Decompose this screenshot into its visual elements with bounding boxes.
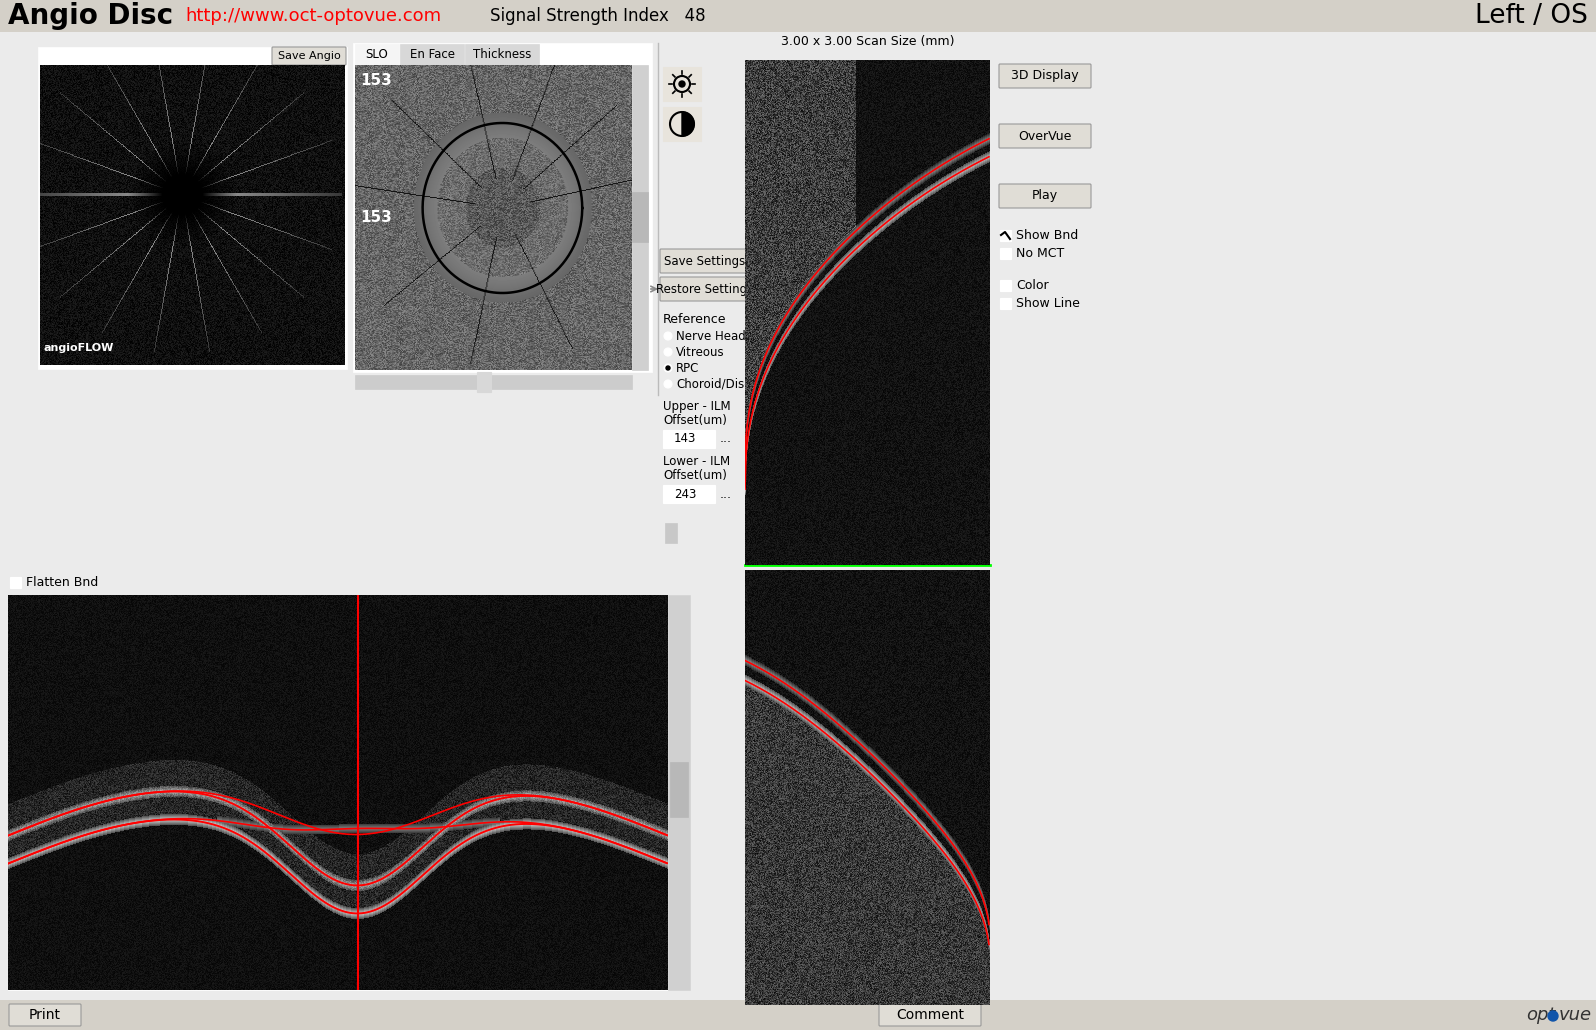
Bar bbox=[666, 523, 677, 543]
Bar bbox=[38, 47, 346, 369]
FancyBboxPatch shape bbox=[661, 249, 750, 273]
Circle shape bbox=[664, 348, 672, 356]
Text: Reference: Reference bbox=[662, 313, 726, 327]
Text: Upper - ILM: Upper - ILM bbox=[662, 400, 731, 413]
Bar bbox=[353, 43, 653, 372]
Bar bbox=[632, 65, 648, 370]
Text: RPC: RPC bbox=[677, 362, 699, 375]
Text: 153: 153 bbox=[361, 73, 393, 88]
Wedge shape bbox=[681, 112, 694, 136]
FancyBboxPatch shape bbox=[999, 124, 1092, 148]
Text: 243: 243 bbox=[674, 487, 696, 501]
Bar bbox=[1001, 248, 1010, 259]
Text: Play: Play bbox=[1033, 190, 1058, 203]
Bar bbox=[8, 595, 689, 990]
Text: Nerve Head: Nerve Head bbox=[677, 330, 745, 343]
Text: ...: ... bbox=[720, 433, 733, 446]
Text: Color: Color bbox=[1017, 279, 1049, 291]
Bar bbox=[662, 513, 697, 633]
Text: Vitreous: Vitreous bbox=[677, 345, 725, 358]
Bar bbox=[662, 67, 701, 101]
Bar bbox=[670, 762, 688, 817]
Text: Angio Disc: Angio Disc bbox=[8, 2, 172, 30]
Text: angioFLOW: angioFLOW bbox=[45, 343, 115, 353]
Bar bbox=[669, 595, 689, 990]
Text: Choroid/Disc: Choroid/Disc bbox=[677, 378, 750, 390]
Text: Left / OS: Left / OS bbox=[1475, 3, 1588, 29]
Bar bbox=[354, 44, 399, 65]
Bar bbox=[1001, 230, 1010, 241]
Bar bbox=[0, 0, 1596, 32]
FancyBboxPatch shape bbox=[879, 1004, 982, 1026]
Bar bbox=[464, 44, 539, 65]
FancyBboxPatch shape bbox=[271, 47, 346, 65]
Text: 3D Display: 3D Display bbox=[1012, 69, 1079, 82]
Bar bbox=[401, 44, 464, 65]
Bar bbox=[354, 375, 632, 389]
Bar bbox=[477, 372, 492, 392]
Text: Lower - ILM: Lower - ILM bbox=[662, 455, 729, 468]
Text: Show Line: Show Line bbox=[1017, 297, 1080, 310]
Text: Flatten Bnd: Flatten Bnd bbox=[26, 577, 99, 589]
Text: Signal Strength Index   48: Signal Strength Index 48 bbox=[490, 7, 705, 25]
Text: ...: ... bbox=[720, 487, 733, 501]
Bar bbox=[632, 192, 648, 242]
Circle shape bbox=[664, 332, 672, 340]
Text: SLO: SLO bbox=[365, 47, 388, 61]
Text: OverVue: OverVue bbox=[1018, 130, 1071, 142]
Circle shape bbox=[664, 364, 672, 372]
FancyBboxPatch shape bbox=[661, 277, 750, 301]
Text: Save Settings: Save Settings bbox=[664, 254, 745, 268]
Circle shape bbox=[664, 380, 672, 388]
Bar bbox=[1001, 298, 1010, 309]
Text: 153: 153 bbox=[361, 210, 393, 226]
Bar bbox=[662, 430, 715, 448]
Bar bbox=[662, 485, 715, 503]
Text: Restore Settings: Restore Settings bbox=[656, 282, 753, 296]
Text: Print: Print bbox=[29, 1008, 61, 1022]
Text: Offset(um): Offset(um) bbox=[662, 414, 726, 427]
Text: http://www.oct-optovue.com: http://www.oct-optovue.com bbox=[185, 7, 440, 25]
Text: 3.00 x 3.00 Scan Size (mm): 3.00 x 3.00 Scan Size (mm) bbox=[780, 35, 954, 48]
Text: Thickness: Thickness bbox=[472, 47, 531, 61]
FancyBboxPatch shape bbox=[10, 1004, 81, 1026]
Bar bbox=[662, 107, 701, 141]
Circle shape bbox=[666, 366, 670, 370]
Bar bbox=[10, 577, 21, 588]
Text: Offset(um): Offset(um) bbox=[662, 469, 726, 482]
Text: 143: 143 bbox=[674, 433, 696, 446]
Bar bbox=[1001, 280, 1010, 291]
Bar bbox=[0, 1000, 1596, 1030]
Bar bbox=[8, 573, 689, 595]
Circle shape bbox=[1548, 1011, 1558, 1021]
FancyBboxPatch shape bbox=[999, 64, 1092, 88]
Text: vue: vue bbox=[1559, 1006, 1593, 1024]
Text: En Face: En Face bbox=[410, 47, 455, 61]
Circle shape bbox=[678, 81, 685, 87]
Text: No MCT: No MCT bbox=[1017, 247, 1065, 260]
FancyBboxPatch shape bbox=[999, 184, 1092, 208]
Text: opt: opt bbox=[1526, 1006, 1556, 1024]
Text: Comment: Comment bbox=[895, 1008, 964, 1022]
Text: Show Bnd: Show Bnd bbox=[1017, 229, 1079, 242]
Text: Save Angio: Save Angio bbox=[278, 52, 340, 61]
